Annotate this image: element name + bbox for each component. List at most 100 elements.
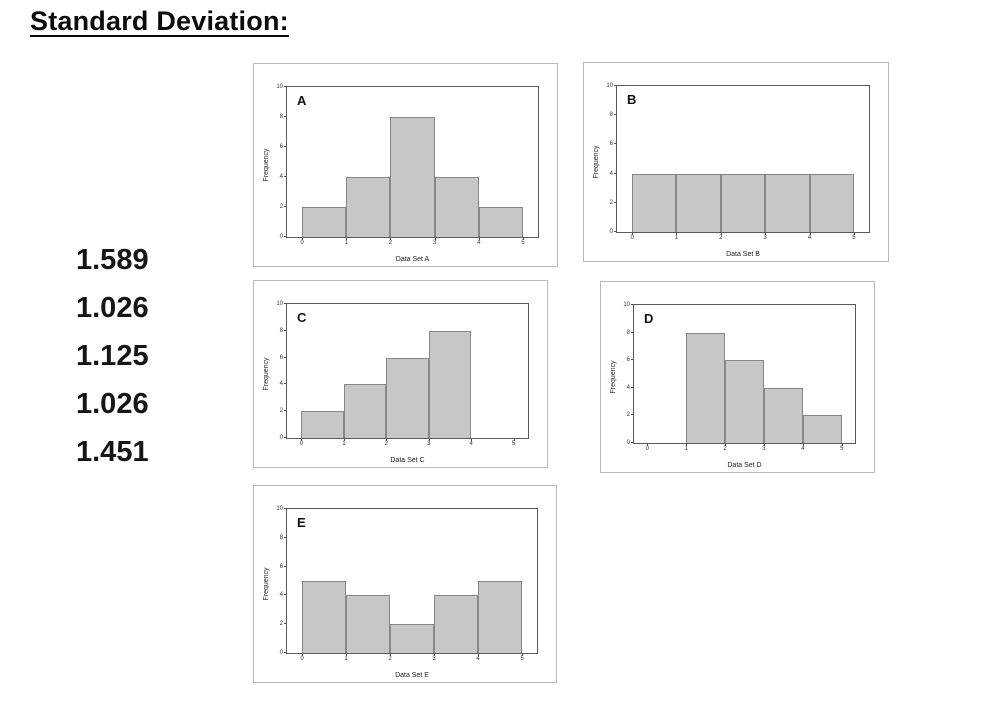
y-axis-label: Frequency (263, 357, 270, 391)
y-tick (614, 172, 617, 174)
x-tick-label: 0 (630, 235, 634, 241)
y-tick-label: 8 (279, 327, 283, 334)
x-axis-label: Data Set C (390, 457, 425, 464)
x-tick-label: 1 (674, 235, 679, 241)
plot-area: 0 2 4 6 8 10 0 1 2 3 4 5 C (276, 301, 529, 447)
sd-value: 1.125 (76, 340, 149, 372)
y-tick-label: 2 (279, 621, 283, 628)
x-tick (346, 237, 348, 240)
x-tick-label: 0 (645, 446, 649, 452)
y-tick (284, 623, 287, 625)
histogram-panel-b: 0 2 4 6 8 10 0 1 2 3 4 5 B Data Set B Frequency (583, 62, 889, 262)
histogram-panel-c: 0 2 4 6 8 10 0 1 2 3 4 5 C Data Set C Frequency (253, 280, 548, 468)
y-tick (284, 303, 287, 304)
y-tick (631, 414, 634, 416)
x-tick (763, 443, 765, 446)
y-tick-label: 6 (626, 357, 630, 364)
page-title: Standard Deviation: (30, 6, 289, 36)
x-tick-label: 5 (520, 656, 524, 662)
x-tick-label: 2 (384, 441, 388, 447)
y-tick-label: 8 (626, 329, 630, 336)
y-tick-label: 0 (279, 435, 283, 441)
x-tick (302, 653, 303, 656)
x-tick (478, 237, 480, 240)
y-tick-label: 4 (279, 381, 283, 388)
x-tick (386, 438, 388, 441)
y-axis-label: Frequency (610, 360, 617, 394)
y-tick (614, 143, 617, 145)
x-tick-label: 0 (300, 240, 304, 246)
y-tick-label: 0 (609, 229, 613, 235)
histogram-bar (676, 173, 721, 232)
x-tick-label: 1 (342, 441, 346, 447)
x-tick (522, 653, 523, 656)
y-tick-label: 10 (276, 506, 283, 512)
x-tick (434, 653, 435, 656)
histogram-bar (390, 117, 435, 237)
x-tick (428, 438, 430, 441)
x-axis-label: Data Set B (726, 251, 760, 258)
y-tick (284, 383, 287, 385)
histogram-bar (434, 177, 479, 237)
y-tick-label: 0 (279, 650, 283, 656)
y-tick (284, 176, 287, 177)
y-tick (284, 86, 287, 87)
plot-area: 0 2 4 6 8 10 0 1 2 3 4 5 A (276, 84, 539, 246)
x-tick-label: 4 (477, 240, 481, 246)
y-tick (284, 236, 287, 237)
y-tick (284, 410, 287, 412)
x-tick (390, 653, 391, 656)
histogram-bar (478, 581, 522, 653)
x-tick-label: 5 (511, 441, 516, 447)
x-tick-label: 4 (801, 446, 805, 452)
y-tick (284, 356, 287, 358)
histogram-bar (386, 357, 429, 438)
histogram-bar (346, 595, 390, 653)
x-tick-label: 4 (807, 235, 812, 241)
y-tick (284, 329, 287, 331)
y-tick-label: 10 (276, 84, 283, 90)
x-tick (802, 443, 804, 446)
sd-value: 1.026 (76, 388, 149, 420)
y-tick (614, 231, 617, 232)
sd-value: 1.589 (76, 244, 149, 276)
chart-label: B (627, 92, 637, 107)
chart-label: A (297, 93, 307, 108)
x-tick-label: 5 (521, 240, 525, 246)
plot-area: 0 2 4 6 8 10 0 1 2 3 4 5 E (276, 506, 538, 662)
histogram-panel-a: 0 2 4 6 8 10 0 1 2 3 4 5 A Data Set A Frequency (253, 63, 558, 267)
x-tick-label: 4 (469, 441, 473, 447)
x-tick-label: 2 (388, 656, 392, 662)
x-tick-label: 3 (427, 441, 431, 447)
x-tick-label: 0 (300, 656, 304, 662)
x-tick-label: 2 (723, 446, 727, 452)
y-tick-label: 4 (609, 170, 613, 177)
y-tick-label: 4 (279, 592, 283, 599)
y-axis-label: Frequency (263, 567, 270, 601)
x-tick-label: 3 (763, 235, 767, 241)
chart-label: D (644, 311, 654, 326)
histogram-bar (346, 177, 391, 237)
histogram-bar (720, 173, 766, 232)
chart-label: E (297, 515, 306, 530)
y-tick-label: 6 (279, 144, 283, 150)
y-tick (614, 201, 617, 203)
y-axis-label: Frequency (593, 145, 600, 179)
histogram-bar (802, 415, 842, 443)
x-axis-label: Data Set A (395, 256, 430, 263)
y-tick (631, 331, 634, 333)
x-tick (478, 653, 479, 656)
y-tick (631, 442, 634, 443)
y-tick-label: 2 (626, 412, 630, 419)
x-tick (720, 232, 722, 235)
y-tick (284, 652, 287, 653)
y-tick (614, 85, 617, 86)
y-tick-label: 8 (609, 112, 613, 119)
y-tick (631, 386, 634, 388)
x-tick (390, 237, 392, 240)
x-tick (853, 232, 855, 235)
x-tick-label: 2 (388, 240, 393, 246)
y-tick-label: 4 (279, 174, 283, 180)
x-tick-label: 2 (719, 235, 723, 241)
